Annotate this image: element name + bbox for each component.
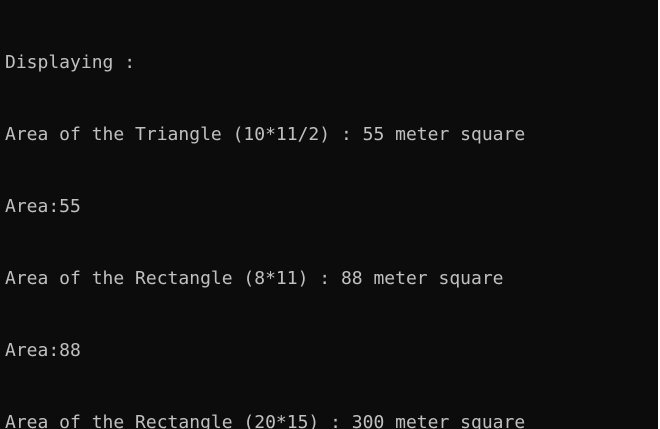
console-line: Area of the Rectangle (20*15) : 300 mete… [5,412,526,429]
console-line: Area:55 [5,196,81,217]
console-line: Area of the Rectangle (8*11) : 88 meter … [5,268,504,289]
window-right-edge [658,0,660,429]
console-line: Area:88 [5,340,81,361]
console-line: Area of the Triangle (10*11/2) : 55 mete… [5,124,526,145]
console-line: Displaying : [5,52,136,73]
